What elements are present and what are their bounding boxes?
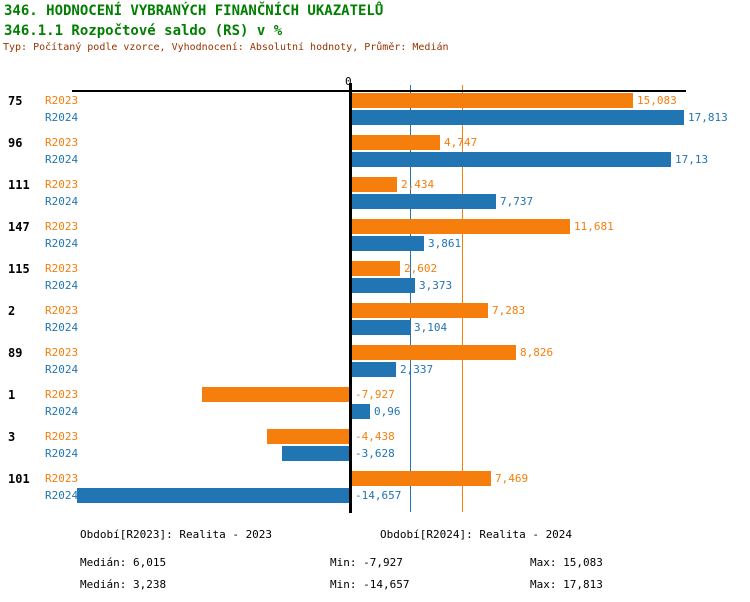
row-id-label: 147 [8, 220, 30, 234]
median-reference-line-r2024 [410, 85, 411, 512]
bar-value-label: 15,083 [637, 94, 677, 107]
zero-axis-line [349, 83, 352, 513]
bar-value-label: -14,657 [355, 489, 402, 502]
bar-value-label: 3,861 [428, 237, 462, 250]
series-row-label-r2023: R2023 [45, 304, 79, 317]
series-row-label-r2023: R2023 [45, 220, 79, 233]
bar-value-label: 8,826 [520, 346, 554, 359]
bar-value-label: 2,602 [404, 262, 438, 275]
bar-r2024 [282, 446, 350, 461]
row-id-label: 75 [8, 94, 23, 108]
bar-value-label: -7,927 [355, 388, 395, 401]
series-row-label-r2024: R2024 [45, 447, 79, 460]
bar-value-label: 17,13 [675, 153, 709, 166]
stat-max-r2023: Max: 15,083 [530, 556, 603, 569]
bar-r2024 [352, 236, 424, 251]
bar-value-label: -3,628 [355, 447, 395, 460]
bar-value-label: 7,737 [500, 195, 534, 208]
median-reference-line-r2023 [462, 85, 463, 512]
bar-value-label: 2,434 [401, 178, 435, 191]
report-title: 346. HODNOCENÍ VYBRANÝCH FINANČNÍCH UKAZ… [4, 3, 384, 19]
bar-r2023 [352, 93, 633, 108]
bar-value-label: 7,469 [495, 472, 529, 485]
row-id-label: 1 [8, 388, 16, 402]
series-row-label-r2023: R2023 [45, 430, 79, 443]
row-id-label: 115 [8, 262, 30, 276]
bar-value-label: -4,438 [355, 430, 395, 443]
bar-value-label: 0,96 [374, 405, 401, 418]
bar-r2023 [352, 135, 440, 150]
bar-r2024 [352, 278, 415, 293]
row-id-label: 2 [8, 304, 16, 318]
row-id-label: 101 [8, 472, 30, 486]
series-row-label-r2024: R2024 [45, 111, 79, 124]
indicator-subtitle: 346.1.1 Rozpočtové saldo (RS) v % [4, 23, 283, 39]
bar-value-label: 2,337 [400, 363, 434, 376]
stat-median-r2024: Medián: 3,238 [80, 578, 167, 591]
bar-value-label: 7,283 [492, 304, 526, 317]
bar-r2024 [352, 362, 396, 377]
row-id-label: 89 [8, 346, 23, 360]
bar-value-label: 11,681 [574, 220, 614, 233]
bar-r2024 [352, 152, 671, 167]
zero-tick-label: 0 [345, 75, 352, 88]
bar-r2023 [352, 177, 397, 192]
bar-r2024 [352, 110, 684, 125]
series-row-label-r2023: R2023 [45, 346, 79, 359]
series-row-label-r2023: R2023 [45, 178, 79, 191]
series-row-label-r2024: R2024 [45, 363, 79, 376]
indicator-meta-line: Typ: Počítaný podle vzorce, Vyhodnocení:… [3, 42, 449, 53]
series-row-label-r2023: R2023 [45, 262, 79, 275]
bar-r2023 [267, 429, 350, 444]
bar-value-label: 3,373 [419, 279, 453, 292]
bar-r2023 [352, 219, 570, 234]
series-row-label-r2024: R2024 [45, 321, 79, 334]
series-row-label-r2023: R2023 [45, 388, 79, 401]
bar-r2023 [352, 345, 516, 360]
series-row-label-r2024: R2024 [45, 489, 79, 502]
bar-value-label: 4,747 [444, 136, 478, 149]
series-row-label-r2024: R2024 [45, 195, 79, 208]
stat-max-r2024: Max: 17,813 [530, 578, 603, 591]
bar-r2024 [352, 404, 370, 419]
series-row-label-r2024: R2024 [45, 405, 79, 418]
bar-r2024 [352, 320, 410, 335]
bar-r2023 [352, 261, 400, 276]
row-id-label: 96 [8, 136, 23, 150]
legend-r2023: Období[R2023]: Realita - 2023 [80, 528, 273, 541]
stat-min-r2024: Min: -14,657 [330, 578, 410, 591]
series-row-label-r2023: R2023 [45, 472, 79, 485]
row-id-label: 3 [8, 430, 16, 444]
series-row-label-r2023: R2023 [45, 94, 79, 107]
bar-value-label: 17,813 [688, 111, 728, 124]
bar-r2023 [352, 303, 488, 318]
bar-r2024 [352, 194, 496, 209]
row-id-label: 111 [8, 178, 30, 192]
stat-min-r2023: Min: -7,927 [330, 556, 403, 569]
series-row-label-r2024: R2024 [45, 237, 79, 250]
series-row-label-r2024: R2024 [45, 279, 79, 292]
legend-r2024: Období[R2024]: Realita - 2024 [380, 528, 573, 541]
bar-r2024 [77, 488, 350, 503]
series-row-label-r2023: R2023 [45, 136, 79, 149]
bar-r2023 [352, 471, 491, 486]
x-axis-line [72, 90, 686, 92]
stat-median-r2023: Medián: 6,015 [80, 556, 167, 569]
bar-r2023 [202, 387, 350, 402]
bar-value-label: 3,104 [414, 321, 448, 334]
series-row-label-r2024: R2024 [45, 153, 79, 166]
